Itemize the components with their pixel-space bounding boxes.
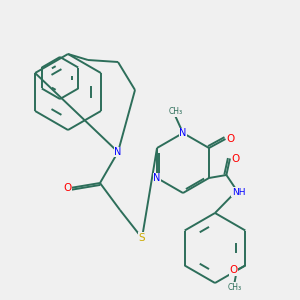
Text: N: N bbox=[153, 173, 161, 183]
Text: O: O bbox=[63, 183, 71, 193]
Text: O: O bbox=[227, 134, 235, 144]
Text: N: N bbox=[114, 147, 122, 157]
Text: CH₃: CH₃ bbox=[168, 107, 183, 116]
Text: S: S bbox=[139, 233, 145, 243]
Text: CH₃: CH₃ bbox=[227, 283, 242, 292]
Text: O: O bbox=[231, 154, 239, 164]
Text: O: O bbox=[229, 265, 237, 275]
Text: N: N bbox=[179, 128, 187, 138]
Text: NH: NH bbox=[232, 188, 245, 196]
